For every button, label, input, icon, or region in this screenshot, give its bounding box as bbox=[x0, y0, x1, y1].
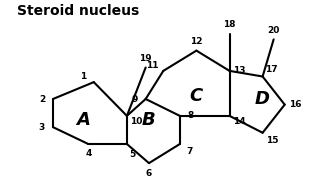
Text: 10: 10 bbox=[130, 117, 142, 126]
Text: 4: 4 bbox=[85, 148, 92, 158]
Text: 8: 8 bbox=[188, 111, 194, 120]
Text: C: C bbox=[190, 87, 203, 105]
Text: 3: 3 bbox=[39, 123, 45, 132]
Text: 16: 16 bbox=[290, 100, 302, 109]
Text: 2: 2 bbox=[39, 94, 45, 103]
Text: 6: 6 bbox=[146, 169, 152, 178]
Text: 17: 17 bbox=[265, 65, 278, 74]
Text: B: B bbox=[142, 111, 156, 129]
Text: 11: 11 bbox=[146, 61, 158, 70]
Text: 15: 15 bbox=[266, 136, 279, 145]
Text: 12: 12 bbox=[190, 37, 203, 46]
Text: 14: 14 bbox=[233, 117, 246, 126]
Text: 1: 1 bbox=[80, 72, 86, 81]
Text: 20: 20 bbox=[268, 26, 280, 35]
Text: 7: 7 bbox=[187, 147, 193, 156]
Text: 5: 5 bbox=[129, 150, 136, 159]
Text: Steroid nucleus: Steroid nucleus bbox=[17, 4, 139, 18]
Text: 13: 13 bbox=[233, 66, 246, 75]
Text: 18: 18 bbox=[223, 20, 236, 29]
Text: 9: 9 bbox=[132, 94, 138, 103]
Text: D: D bbox=[255, 90, 270, 108]
Text: 19: 19 bbox=[139, 54, 152, 63]
Text: A: A bbox=[76, 111, 90, 129]
